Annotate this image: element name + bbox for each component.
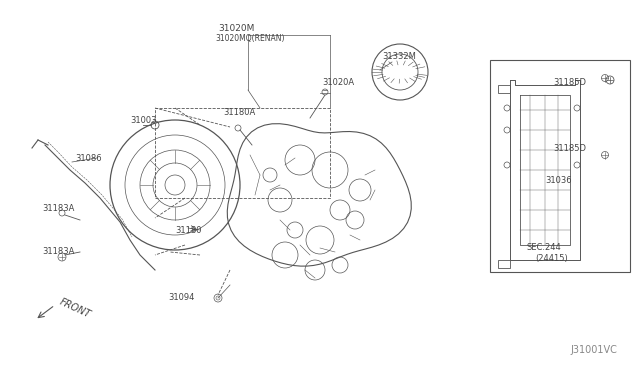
Text: 31183A: 31183A [42, 203, 74, 212]
Text: FRONT: FRONT [58, 296, 92, 320]
Bar [498, 85, 510, 93]
Text: J31001VC: J31001VC [570, 345, 617, 355]
Text: 31332M: 31332M [382, 51, 416, 61]
Text: 31020M: 31020M [218, 23, 254, 32]
Text: 31180: 31180 [175, 225, 202, 234]
Bar [498, 260, 510, 268]
Text: 31020MQ(RENAN): 31020MQ(RENAN) [215, 33, 285, 42]
Text: 31003: 31003 [130, 115, 157, 125]
Text: 31180A: 31180A [223, 108, 255, 116]
Bar [490, 60, 630, 272]
Text: 31020A: 31020A [322, 77, 354, 87]
Text: 31086: 31086 [75, 154, 102, 163]
Text: (24415): (24415) [535, 253, 568, 263]
Bar [155, 108, 330, 198]
Text: 31185D: 31185D [553, 144, 586, 153]
Text: 31183A: 31183A [42, 247, 74, 257]
Text: 31185D: 31185D [553, 77, 586, 87]
Text: 31094: 31094 [168, 294, 195, 302]
Text: 31036: 31036 [545, 176, 572, 185]
Text: SEC.244: SEC.244 [527, 244, 562, 253]
